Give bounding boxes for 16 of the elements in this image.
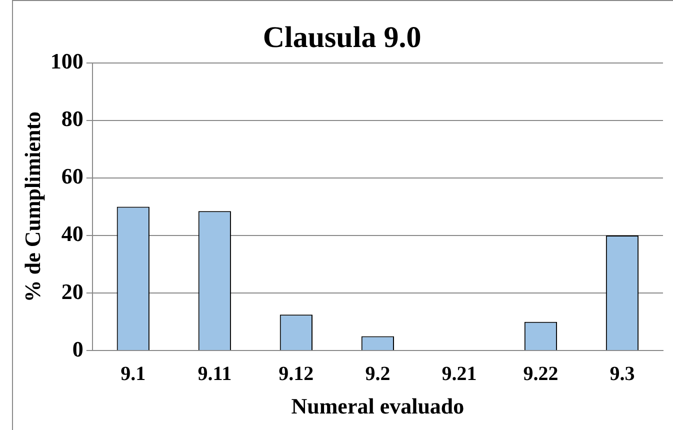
y-tick-label: 80	[61, 106, 84, 132]
x-tick-label: 9.2	[365, 362, 390, 385]
x-tick-label: 9.21	[442, 362, 477, 385]
y-tick-label: 20	[61, 278, 84, 304]
y-tick-label: 40	[61, 221, 84, 246]
y-tick-label: 60	[61, 164, 84, 189]
x-tick-label: 9.11	[198, 362, 232, 385]
chart-title: Clausula 9.0	[262, 20, 422, 54]
x-tick-label: 9.22	[523, 362, 558, 385]
x-tick-label: 9.12	[278, 362, 314, 385]
y-axis-title: % de Cumplimiento	[20, 111, 45, 302]
y-tick-label: 0	[72, 336, 84, 362]
x-axis-title: Numeral evaluado	[291, 393, 464, 418]
y-tick-label: 100	[50, 48, 84, 74]
x-tick-label: 9.1	[120, 362, 146, 385]
x-tick-label: 9.3	[610, 362, 635, 385]
